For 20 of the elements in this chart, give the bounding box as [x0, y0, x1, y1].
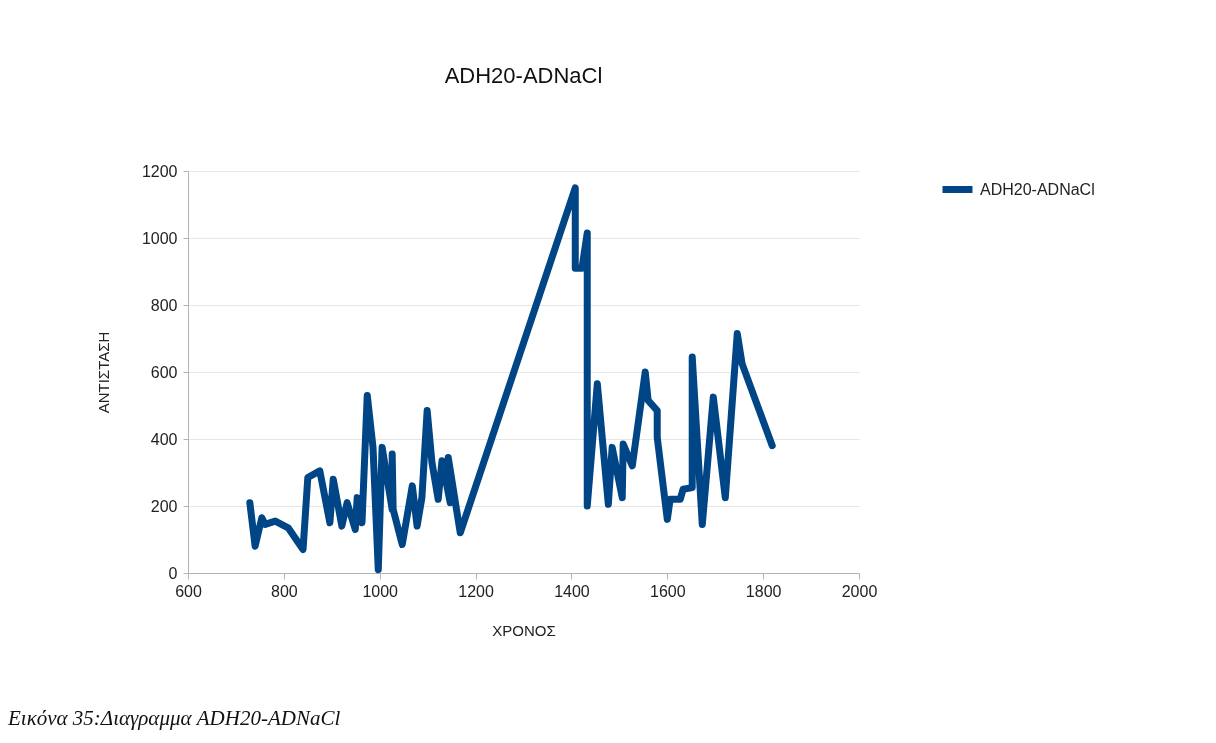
chart-title: ADH20-ADNaCl	[444, 63, 603, 88]
x-tick-label: 1600	[649, 582, 686, 600]
x-tick-label: 800	[271, 582, 298, 600]
y-tick-label: 1000	[141, 229, 178, 247]
text: Εικόνα 35:Διαγραμμα ADH20-ADNaCl	[8, 706, 341, 731]
y-tick-label: 0	[168, 564, 178, 582]
y-tick-label: 800	[150, 296, 178, 314]
x-axis-title: ΧΡΟΝΟΣ	[492, 621, 556, 639]
y-axis-title: ΑΝΤΙΣΤΑΣΗ	[94, 331, 112, 414]
x-tick-label: 1400	[554, 582, 590, 600]
y-tick-label: 1200	[141, 162, 178, 180]
x-tick-label: 600	[175, 582, 202, 600]
y-tick-label: 200	[150, 497, 178, 515]
y-tick-label: 400	[150, 430, 178, 448]
y-tick-label: 600	[150, 363, 178, 381]
x-tick-label: 1800	[745, 582, 782, 600]
x-tick-label: 1000	[362, 582, 399, 600]
legend-label: ADH20-ADNaCl	[980, 180, 1095, 198]
x-tick-label: 1200	[458, 582, 494, 600]
x-tick-label: 2000	[841, 582, 878, 600]
